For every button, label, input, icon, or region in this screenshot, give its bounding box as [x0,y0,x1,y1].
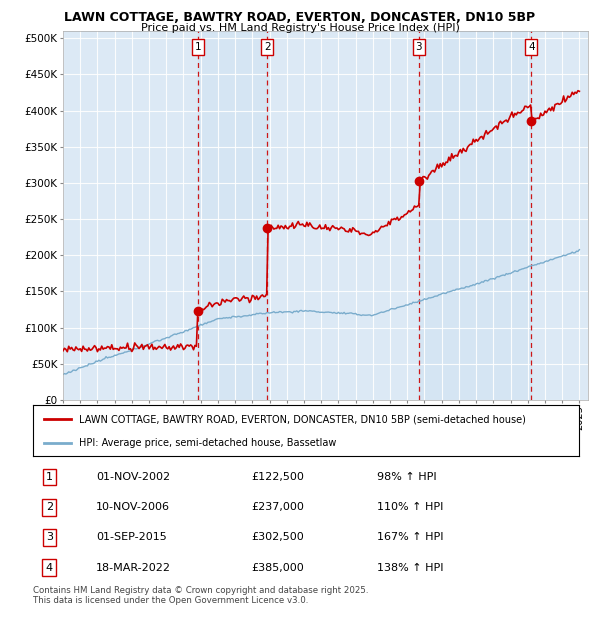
Bar [198,31,267,400]
Text: 1: 1 [46,472,53,482]
Text: 3: 3 [46,533,53,542]
Text: 10-NOV-2006: 10-NOV-2006 [96,502,170,512]
Text: 2: 2 [264,42,271,52]
Text: 2: 2 [46,502,53,512]
Text: LAWN COTTAGE, BAWTRY ROAD, EVERTON, DONCASTER, DN10 5BP (semi-detached house): LAWN COTTAGE, BAWTRY ROAD, EVERTON, DONC… [79,414,526,424]
Text: 98% ↑ HPI: 98% ↑ HPI [377,472,437,482]
Text: £122,500: £122,500 [251,472,304,482]
Text: 167% ↑ HPI: 167% ↑ HPI [377,533,443,542]
Bar [419,31,532,400]
Text: 3: 3 [415,42,422,52]
Text: 110% ↑ HPI: 110% ↑ HPI [377,502,443,512]
Text: 4: 4 [46,563,53,573]
Text: £302,500: £302,500 [251,533,304,542]
Text: 138% ↑ HPI: 138% ↑ HPI [377,563,443,573]
Text: 1: 1 [194,42,201,52]
Text: 01-NOV-2002: 01-NOV-2002 [96,472,170,482]
Text: 18-MAR-2022: 18-MAR-2022 [96,563,171,573]
Text: £385,000: £385,000 [251,563,304,573]
Text: LAWN COTTAGE, BAWTRY ROAD, EVERTON, DONCASTER, DN10 5BP: LAWN COTTAGE, BAWTRY ROAD, EVERTON, DONC… [64,11,536,24]
Text: 01-SEP-2015: 01-SEP-2015 [96,533,167,542]
Text: £237,000: £237,000 [251,502,304,512]
Text: Price paid vs. HM Land Registry's House Price Index (HPI): Price paid vs. HM Land Registry's House … [140,23,460,33]
Text: Contains HM Land Registry data © Crown copyright and database right 2025.
This d: Contains HM Land Registry data © Crown c… [33,586,368,605]
Text: HPI: Average price, semi-detached house, Bassetlaw: HPI: Average price, semi-detached house,… [79,438,337,448]
Text: 4: 4 [528,42,535,52]
